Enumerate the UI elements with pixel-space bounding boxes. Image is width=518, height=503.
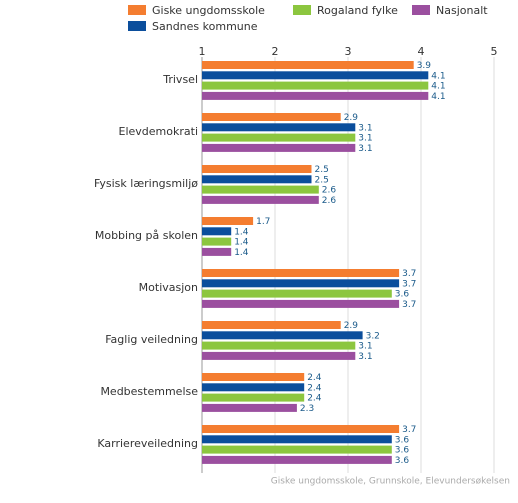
value-label: 4.1 [431, 71, 445, 81]
value-label: 3.6 [395, 446, 410, 456]
value-label: 2.6 [322, 186, 337, 196]
value-label: 2.9 [344, 113, 359, 123]
value-label: 3.1 [358, 352, 372, 362]
x-tick-label: 4 [418, 45, 425, 58]
value-label: 1.4 [234, 227, 249, 237]
bar [202, 185, 319, 194]
legend-label: Rogaland fylke [317, 4, 398, 17]
value-label: 3.7 [402, 300, 416, 310]
value-label: 2.4 [307, 394, 322, 404]
bar [202, 227, 232, 236]
bar [202, 175, 312, 184]
bar [202, 383, 305, 392]
y-tick-label: Medbestemmelse [100, 385, 198, 398]
legend-label: Sandnes kommune [152, 20, 258, 33]
value-label: 4.1 [431, 82, 445, 92]
bar [202, 237, 232, 246]
bar [202, 445, 392, 454]
value-label: 3.6 [395, 290, 410, 300]
value-label: 2.6 [322, 196, 337, 206]
bar [202, 425, 400, 433]
bar [202, 247, 232, 256]
source-note: Giske ungdomsskole, Grunnskole, Elevunde… [271, 477, 510, 487]
x-tick-label: 3 [345, 45, 352, 58]
legend-swatch [412, 5, 430, 15]
value-label: 3.6 [395, 435, 410, 445]
value-label: 2.5 [315, 175, 329, 185]
bar [202, 435, 392, 444]
value-label: 1.4 [234, 238, 249, 248]
bar [202, 321, 341, 329]
x-tick-label: 5 [491, 45, 498, 58]
bar [202, 393, 305, 402]
x-tick-label: 1 [199, 45, 206, 58]
bar [202, 113, 341, 121]
value-label: 2.4 [307, 383, 322, 393]
bar [202, 299, 400, 308]
bar [202, 341, 356, 350]
value-label: 2.4 [307, 373, 322, 383]
bar [202, 165, 312, 173]
value-label: 2.9 [344, 321, 359, 331]
bar [202, 61, 414, 69]
bar [202, 71, 429, 80]
legend-label: Nasjonalt [436, 4, 488, 17]
bar [202, 455, 392, 464]
x-tick-label: 2 [272, 45, 279, 58]
bar [202, 403, 297, 412]
value-label: 3.6 [395, 456, 410, 466]
bar [202, 143, 356, 152]
value-label: 3.9 [417, 61, 432, 71]
bar [202, 351, 356, 360]
value-label: 3.1 [358, 123, 372, 133]
value-label: 1.4 [234, 248, 249, 258]
y-tick-label: Fysisk læringsmiljø [94, 177, 198, 190]
bar [202, 373, 305, 381]
bar [202, 91, 429, 100]
y-tick-label: Karriereveiledning [97, 437, 198, 450]
bar [202, 289, 392, 298]
bar [202, 195, 319, 204]
value-label: 3.7 [402, 269, 416, 279]
bar [202, 331, 363, 340]
bar [202, 279, 400, 288]
value-label: 3.7 [402, 279, 416, 289]
bar [202, 81, 429, 90]
value-label: 3.1 [358, 342, 372, 352]
legend-label: Giske ungdomsskole [152, 4, 265, 17]
bar [202, 133, 356, 142]
value-label: 2.3 [300, 404, 314, 414]
y-tick-label: Faglig veiledning [105, 333, 198, 346]
bar [202, 123, 356, 132]
value-label: 4.1 [431, 92, 445, 102]
value-label: 3.1 [358, 134, 372, 144]
value-label: 3.1 [358, 144, 372, 154]
value-label: 2.5 [315, 165, 329, 175]
bar [202, 269, 400, 277]
value-label: 3.2 [366, 331, 380, 341]
legend-swatch [293, 5, 311, 15]
value-label: 1.7 [256, 217, 270, 227]
legend-swatch [128, 5, 146, 15]
y-tick-label: Trivsel [162, 73, 198, 86]
bar [202, 217, 254, 225]
y-tick-label: Mobbing på skolen [95, 229, 198, 242]
legend-swatch [128, 21, 146, 31]
y-tick-label: Elevdemokrati [119, 125, 198, 138]
y-tick-label: Motivasjon [139, 281, 198, 294]
value-label: 3.7 [402, 425, 416, 435]
